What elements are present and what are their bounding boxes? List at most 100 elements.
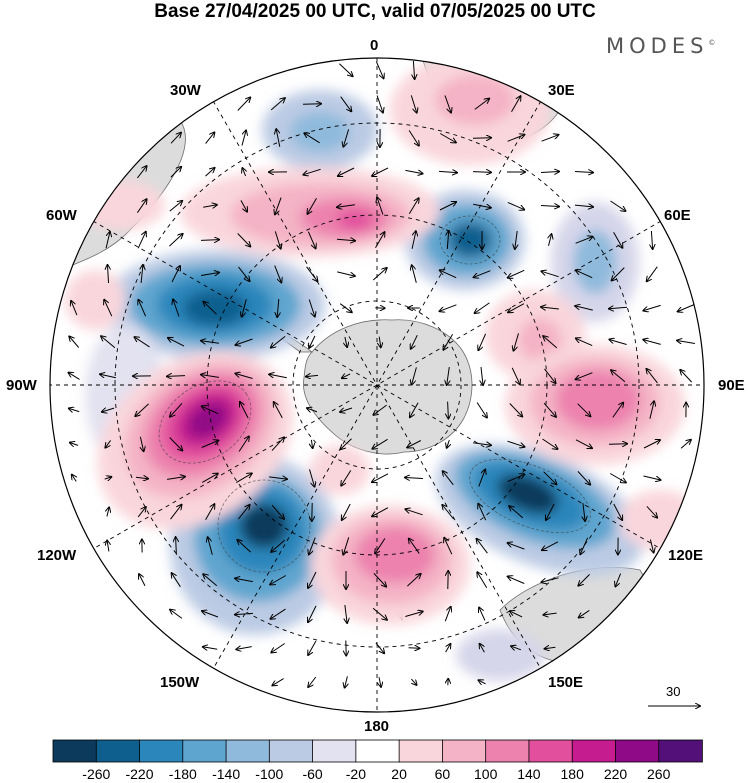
wind-arrow <box>444 95 451 113</box>
wind-arrow <box>412 265 417 283</box>
colorbar-swatch <box>225 739 271 763</box>
negative-anomaly-fill <box>448 222 492 258</box>
positive-anomaly-fill <box>518 318 562 362</box>
wind-arrow <box>643 304 661 310</box>
wind-arrow <box>543 471 557 485</box>
colorbar-swatch <box>139 739 184 763</box>
negative-anomaly-fill <box>456 629 544 681</box>
wind-arrow <box>236 647 252 650</box>
wind-arrow <box>201 375 219 378</box>
lon-label-150w: 150W <box>160 674 200 691</box>
map-disc <box>50 58 704 712</box>
wind-arrow <box>413 60 414 79</box>
wind-arrow <box>101 336 116 349</box>
wind-arrow <box>271 539 286 552</box>
wind-arrow <box>408 648 420 649</box>
wind-arrow <box>543 613 557 615</box>
wind-arrow <box>308 605 317 622</box>
wind-arrow <box>442 505 454 520</box>
wind-arrow <box>447 231 448 250</box>
wind-arrow <box>410 402 419 417</box>
wind-arrow <box>511 96 521 113</box>
wind-arrow <box>302 104 321 105</box>
wind-arrow <box>574 172 593 173</box>
wind-arrow <box>576 270 593 279</box>
positive-anomaly-fill <box>435 75 515 125</box>
wind-arrow <box>542 541 559 550</box>
wind-arrow <box>136 199 146 213</box>
wind-arrow <box>241 131 246 146</box>
wind-arrow <box>647 369 658 384</box>
wind-arrow <box>372 438 388 448</box>
positive-anomaly-fill <box>337 210 373 230</box>
wind-arrow <box>203 574 218 587</box>
wind-arrow <box>240 402 249 419</box>
wind-arrow <box>202 611 219 618</box>
colorbar-tick-label: 60 <box>434 766 451 782</box>
wind-arrow <box>473 203 491 208</box>
negative-anomaly-fill <box>290 112 350 152</box>
positive-anomaly-fill <box>310 445 370 495</box>
wind-arrow <box>170 610 183 619</box>
colorbar-tick-label: -20 <box>345 766 367 782</box>
wind-arrow <box>240 200 247 211</box>
wind-arrow <box>375 538 386 554</box>
wind-arrow <box>237 98 250 111</box>
wind-arrow <box>440 270 457 279</box>
wind-arrow <box>508 303 525 313</box>
wind-arrow <box>201 273 219 276</box>
wind-arrow <box>407 440 422 448</box>
wind-arrow <box>405 478 424 479</box>
wind-arrow <box>100 374 117 379</box>
wind-arrow <box>376 95 383 113</box>
wind-arrow <box>443 334 454 349</box>
wind-arrow <box>545 647 556 649</box>
wind-arrow <box>611 370 626 383</box>
wind-arrow <box>372 167 389 176</box>
wind-arrow <box>308 299 315 317</box>
wind-arrow <box>340 407 353 412</box>
anomaly-field <box>65 58 700 681</box>
colorbar-tick-label: 20 <box>391 766 407 782</box>
wind-arrow <box>574 205 593 207</box>
wind-arrow <box>169 437 183 451</box>
wind-arrow <box>242 299 247 316</box>
wind-arrow <box>540 172 559 173</box>
colorbar-tick-label: -260 <box>82 766 111 782</box>
wind-arrow <box>236 473 251 484</box>
wind-arrow <box>477 572 488 588</box>
wind-arrow <box>438 171 457 172</box>
colorbar-tick-label: -220 <box>125 766 154 782</box>
contour-ring <box>217 479 311 573</box>
wind-arrow <box>235 613 254 614</box>
wind-arrow <box>373 573 386 586</box>
wind-arrow <box>477 539 488 554</box>
wind-arrow <box>205 132 215 144</box>
wind-arrow <box>444 607 450 622</box>
wind-arrow <box>411 334 418 349</box>
wind-arrow <box>343 537 350 554</box>
wind-arrow <box>410 95 416 112</box>
wind-arrow <box>275 197 282 215</box>
colorbar <box>52 739 703 763</box>
wind-arrow <box>271 504 284 519</box>
wind-arrow <box>105 232 110 249</box>
colorbar-swatch <box>658 739 703 763</box>
wind-arrow <box>309 335 316 348</box>
wind-arrow <box>613 503 622 520</box>
wind-arrow <box>342 374 351 378</box>
colorbar-tick-label: 260 <box>647 766 671 782</box>
wind-arrow <box>612 403 623 418</box>
wind-arrow <box>139 574 146 587</box>
wind-arrow <box>276 129 281 147</box>
wind-arrow <box>137 166 146 179</box>
colorbar-swatch <box>485 739 530 763</box>
wind-arrow <box>543 336 558 349</box>
wind-arrow <box>171 266 180 283</box>
wind-arrow <box>575 237 593 244</box>
wind-arrow <box>107 541 109 552</box>
wind-arrow <box>677 341 695 344</box>
wind-arrow <box>372 607 387 620</box>
wind-arrow <box>508 577 525 584</box>
